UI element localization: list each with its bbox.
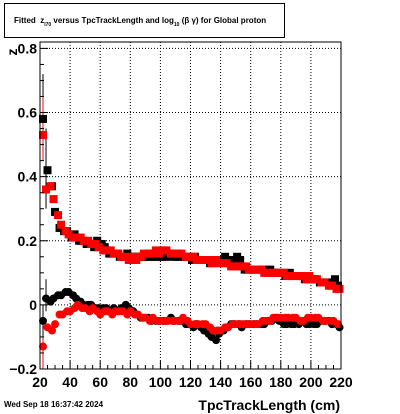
x-tick-label: 140 bbox=[209, 374, 233, 390]
title-middle: versus TpcTrackLength and log bbox=[53, 16, 174, 25]
chart-title: Fitted zI70 versus TpcTrackLength and lo… bbox=[14, 16, 267, 28]
y-tick-label: 0 bbox=[29, 297, 37, 313]
data-point-square-1 bbox=[267, 268, 276, 277]
data-point-square-1 bbox=[169, 249, 178, 258]
data-point-square-1 bbox=[87, 239, 96, 248]
x-tick-label: 120 bbox=[179, 374, 203, 390]
data-point-square-1 bbox=[64, 230, 73, 239]
data-point-circle-2 bbox=[212, 336, 221, 345]
data-point-square-1 bbox=[54, 211, 63, 220]
data-point-square-1 bbox=[275, 268, 284, 277]
data-point-square-1 bbox=[200, 256, 209, 264]
y-tick-label: 0.2 bbox=[18, 233, 38, 249]
data-point-square-1 bbox=[260, 268, 269, 277]
data-point-square-0 bbox=[160, 252, 169, 261]
data-point-square-1 bbox=[94, 243, 103, 252]
data-point-circle-3 bbox=[39, 342, 48, 351]
data-point-square-1 bbox=[162, 246, 171, 255]
data-point-square-1 bbox=[139, 249, 148, 258]
data-point-square-0 bbox=[43, 166, 52, 175]
y-tick-label: −0.2 bbox=[9, 361, 37, 377]
data-point-square-1 bbox=[237, 262, 246, 271]
data-point-square-1 bbox=[57, 220, 66, 229]
title-log-subscript: 10 bbox=[173, 22, 180, 28]
data-point-square-1 bbox=[215, 259, 224, 268]
data-point-square-1 bbox=[177, 249, 186, 258]
data-point-square-1 bbox=[109, 249, 118, 258]
data-point-square-1 bbox=[102, 246, 111, 255]
data-point-square-1 bbox=[184, 252, 193, 261]
data-point-square-1 bbox=[207, 259, 216, 268]
y-tick-label: 0.6 bbox=[18, 105, 38, 121]
data-point-square-1 bbox=[230, 262, 239, 271]
data-point-square-1 bbox=[290, 272, 299, 281]
data-point-square-0 bbox=[228, 256, 237, 264]
title-suffix: (β γ) for Global proton bbox=[181, 16, 267, 25]
data-point-square-1 bbox=[79, 236, 88, 245]
data-point-square-1 bbox=[245, 265, 254, 274]
data-point-square-1 bbox=[192, 256, 201, 264]
data-point-square-0 bbox=[221, 252, 230, 261]
data-point-square-1 bbox=[124, 256, 133, 264]
x-axis-label: TpcTrackLength (cm) bbox=[198, 397, 340, 413]
timestamp-footer: Wed Sep 18 16:37:42 2024 bbox=[4, 400, 104, 409]
data-point-square-1 bbox=[39, 130, 48, 139]
data-point-square-0 bbox=[330, 275, 339, 284]
data-point-square-1 bbox=[305, 272, 314, 281]
x-tick-label: 60 bbox=[92, 374, 108, 390]
title-z-subscript: I70 bbox=[44, 22, 52, 28]
data-point-square-1 bbox=[312, 275, 321, 284]
data-point-square-0 bbox=[39, 114, 48, 123]
data-point-square-1 bbox=[132, 256, 141, 264]
data-point-square-1 bbox=[46, 182, 55, 191]
y-tick-label: 0.8 bbox=[18, 40, 38, 56]
data-point-square-1 bbox=[297, 272, 306, 281]
data-marks bbox=[39, 114, 344, 351]
data-point-square-1 bbox=[252, 265, 261, 274]
data-point-square-1 bbox=[147, 249, 156, 258]
data-point-square-0 bbox=[236, 256, 245, 264]
data-point-square-1 bbox=[117, 252, 126, 261]
axes: 20 40 60 80 100 120 140 160 180 200 220 −0.2 0 0.2 0.4… bbox=[9, 40, 353, 390]
title-prefix: Fitted bbox=[14, 16, 36, 25]
x-tick-label: 80 bbox=[123, 374, 139, 390]
title-z: z bbox=[40, 16, 45, 25]
data-point-square-1 bbox=[49, 195, 58, 204]
data-point-square-1 bbox=[335, 284, 344, 293]
y-axis-label: z bbox=[4, 49, 20, 56]
x-tick-label: 180 bbox=[269, 374, 293, 390]
data-point-circle-3 bbox=[51, 320, 60, 329]
data-point-square-1 bbox=[222, 259, 231, 268]
data-point-circle-3 bbox=[48, 326, 57, 335]
data-point-square-1 bbox=[72, 233, 81, 242]
data-point-square-1 bbox=[154, 249, 163, 258]
data-point-square-1 bbox=[320, 278, 329, 287]
data-point-square-1 bbox=[42, 185, 51, 194]
grid bbox=[40, 42, 341, 370]
x-tick-label: 20 bbox=[32, 374, 48, 390]
chart-title-box: Fitted zI70 versus TpcTrackLength and lo… bbox=[4, 3, 285, 38]
x-tick-label: 200 bbox=[299, 374, 323, 390]
data-point-circle-3 bbox=[333, 320, 342, 329]
y-tick-label: 0.4 bbox=[18, 169, 38, 185]
x-tick-label: 100 bbox=[149, 374, 173, 390]
data-point-square-1 bbox=[282, 272, 291, 281]
x-tick-label: 40 bbox=[62, 374, 78, 390]
data-point-square-1 bbox=[327, 281, 336, 290]
x-tick-label: 220 bbox=[329, 374, 353, 390]
x-tick-label: 160 bbox=[239, 374, 263, 390]
